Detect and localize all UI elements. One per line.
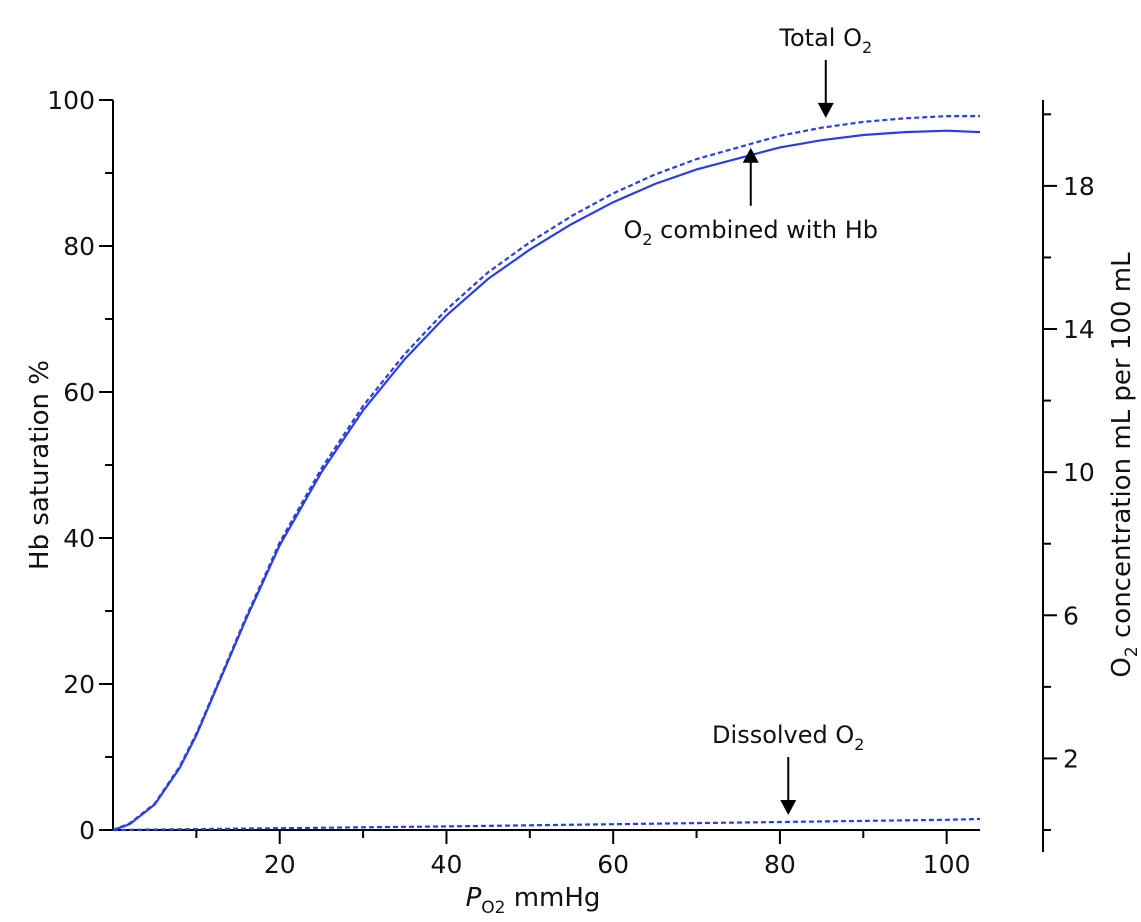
right-axis-title-post: concentration mL per 100 mL <box>1107 252 1137 646</box>
ticks: 20 40 60 80 100 0 20 40 60 80 100 2 6 10 14 18 <box>47 86 1095 879</box>
left-y-tick-label: 0 <box>79 816 95 845</box>
series-line-2 <box>112 115 980 832</box>
x-axis-title-main: P <box>466 883 482 913</box>
left-y-tick-label: 40 <box>63 524 95 553</box>
annotation-label-post: combined with Hb <box>653 216 878 244</box>
right-y-tick-label: 10 <box>1063 458 1095 487</box>
left-y-tick-label: 80 <box>63 232 95 261</box>
annotation-label-sub: 2 <box>862 38 872 57</box>
right-y-tick-label: 6 <box>1063 601 1079 630</box>
annotation-label-sub: 2 <box>642 230 652 249</box>
x-tick-label: 100 <box>923 850 971 879</box>
axes <box>112 100 1044 852</box>
annotation-1: Total O2 <box>778 24 872 118</box>
annotation-3: Dissolved O2 <box>712 721 864 816</box>
right-y-tick-label: 14 <box>1063 315 1095 344</box>
curves <box>112 115 981 832</box>
x-axis-title-unit: mmHg <box>514 883 601 913</box>
left-axis-title: Hb saturation % <box>25 360 55 570</box>
annotation-label-pre: Total O <box>778 24 862 52</box>
annotation-arrow-head <box>780 800 797 816</box>
annotation-arrow-head <box>817 102 834 118</box>
left-y-tick-label: 60 <box>63 378 95 407</box>
right-axis-title-pre: O <box>1107 657 1137 677</box>
x-tick-label: 60 <box>597 850 629 879</box>
right-axis-title-sub: 2 <box>1122 646 1141 657</box>
annotation-label-pre: O <box>623 216 642 244</box>
annotation-arrow-head <box>742 147 759 163</box>
annotation-label: O2 combined with Hb <box>623 216 878 249</box>
annotation-label: Dissolved O2 <box>712 721 864 754</box>
annotation-2: O2 combined with Hb <box>623 147 878 249</box>
right-y-tick-label: 18 <box>1063 172 1095 201</box>
annotation-label: Total O2 <box>778 24 872 57</box>
left-y-tick-label: 100 <box>47 86 95 115</box>
left-y-tick-label: 20 <box>63 670 95 699</box>
x-axis-title-sub: O2 <box>481 898 505 918</box>
x-tick-label: 20 <box>264 850 296 879</box>
right-y-tick-label: 2 <box>1063 744 1079 773</box>
annotation-label-pre: Dissolved O <box>712 721 854 749</box>
x-axis-title-unit-space <box>505 883 513 913</box>
right-axis-title: O2 concentration mL per 100 mL <box>1107 252 1141 678</box>
annotation-label-sub: 2 <box>854 735 864 754</box>
x-axis-title: PO2 mmHg <box>466 883 601 918</box>
x-tick-label: 80 <box>764 850 796 879</box>
series-line-3 <box>112 817 981 832</box>
x-tick-label: 40 <box>431 850 463 879</box>
